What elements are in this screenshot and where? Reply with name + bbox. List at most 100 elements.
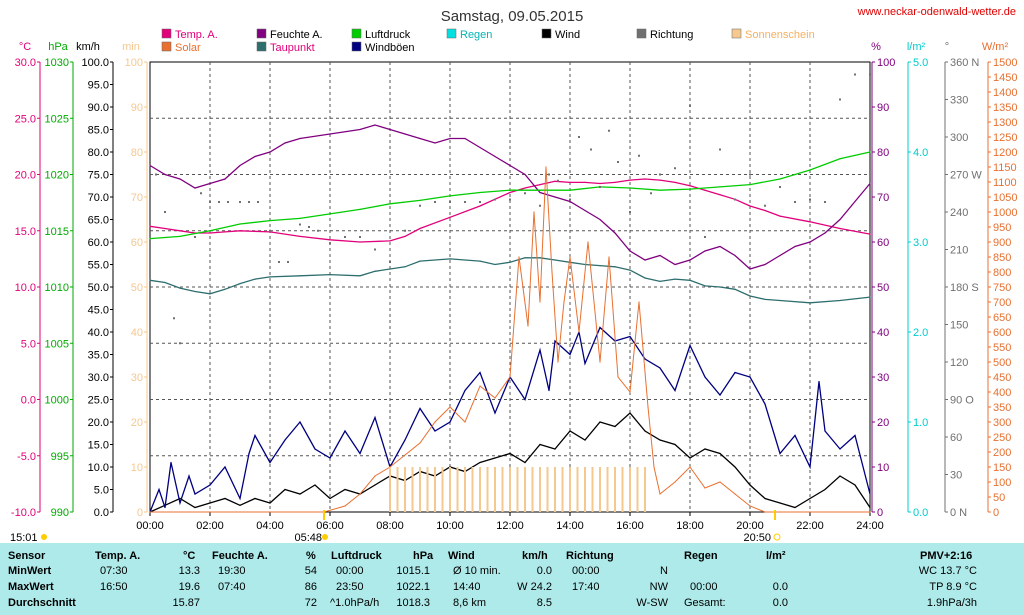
wind-tick-label: 70.0: [88, 192, 109, 204]
point-richtung: [650, 192, 652, 195]
point-feuchte-a-: [719, 245, 721, 248]
point-wind: [224, 497, 226, 500]
point-windb-en: [809, 466, 811, 468]
point-taupunkt: [659, 280, 661, 282]
humidity-tick-label: 20: [877, 417, 889, 429]
solar-tick-label: 750: [993, 282, 1011, 294]
pressure-tick-label: 990: [51, 507, 69, 519]
point-feuchte-a-: [644, 259, 646, 261]
direction-tick-label: 210: [950, 245, 968, 257]
point-wind: [254, 497, 256, 500]
point-luftdruck: [449, 195, 451, 197]
pressure-tick-label: 1010: [45, 282, 69, 294]
point-richtung: [590, 148, 592, 151]
point-wind: [569, 430, 571, 432]
point-feuchte-a-: [374, 124, 376, 126]
point-richtung: [248, 201, 250, 203]
point-wind: [344, 488, 346, 491]
point-feuchte-a-: [239, 164, 241, 167]
point-temp-a-: [569, 181, 571, 183]
point-temp-a-: [584, 181, 586, 183]
point-wind: [284, 488, 286, 491]
point-richtung: [674, 167, 676, 170]
point-luftdruck: [179, 235, 181, 237]
point-luftdruck: [569, 189, 571, 191]
point-solar: [629, 391, 631, 393]
header-sensor: Sensor: [8, 550, 46, 562]
point-richtung: [629, 211, 631, 213]
point-luftdruck: [209, 230, 211, 232]
point-richtung: [278, 261, 280, 263]
point-richtung: [218, 201, 220, 203]
time-tick-label: 18:00: [676, 520, 704, 532]
point-luftdruck: [389, 203, 391, 205]
point-richtung: [569, 198, 571, 201]
point-windb-en: [419, 407, 421, 410]
min-wind-time: Ø 10 min.: [453, 565, 501, 577]
point-richtung: [308, 226, 310, 228]
solar-tick-label: 350: [993, 402, 1011, 414]
wind-tick-label: 40.0: [88, 327, 109, 339]
max-rain-value: 0.0: [772, 581, 788, 593]
point-solar: [569, 256, 571, 258]
point-taupunkt: [449, 258, 451, 260]
axes: 30.025.020.015.010.05.00.0-5.0-10.0°C103…: [11, 41, 1018, 519]
point-temp-a-: [839, 227, 841, 230]
sun-tick-label: 30: [131, 372, 143, 384]
point-solar: [689, 466, 691, 468]
point-richtung: [659, 173, 661, 176]
wind-tick-label: 55.0: [88, 260, 109, 272]
point-feuchte-a-: [869, 182, 871, 185]
point-temp-a-: [539, 184, 541, 186]
website-link[interactable]: www.neckar-odenwald-wetter.de: [857, 6, 1016, 18]
avg-direction-value: W-SW: [636, 597, 668, 609]
point-richtung: [164, 211, 166, 213]
point-wind: [269, 502, 271, 504]
pmv-windchill: WC 13.7 °C: [918, 565, 977, 577]
min-temp-time: 07:30: [100, 565, 128, 577]
point-taupunkt: [164, 281, 166, 284]
point-feuchte-a-: [389, 128, 391, 131]
pmv-dewpoint: TP 8.9 °C: [929, 581, 977, 593]
point-temp-a-: [509, 191, 511, 194]
point-feuchte-a-: [449, 137, 451, 140]
wind-tick-label: 85.0: [88, 125, 109, 137]
chart-title: Samstag, 09.05.2015: [441, 8, 584, 25]
point-richtung: [578, 136, 580, 138]
point-windb-en: [659, 367, 661, 369]
point-solar: [563, 301, 565, 303]
solar-tick-label: 250: [993, 432, 1011, 444]
point-feuchte-a-: [494, 155, 496, 158]
point-richtung: [854, 73, 856, 76]
point-wind: [869, 506, 871, 509]
point-richtung: [548, 173, 550, 176]
max-pressure-time: 23:50: [336, 581, 364, 593]
point-feuchte-a-: [674, 263, 676, 266]
point-feuchte-a-: [854, 200, 856, 203]
point-windb-en: [779, 452, 781, 455]
point-feuchte-a-: [299, 137, 301, 140]
point-feuchte-a-: [794, 245, 796, 248]
wind-tick-label: 25.0: [88, 395, 109, 407]
point-richtung: [389, 261, 391, 263]
solar-tick-label: 50: [993, 492, 1005, 504]
temp-tick-label: 20.0: [15, 170, 36, 182]
daylength-label: 15:01: [10, 532, 38, 543]
point-richtung: [749, 173, 751, 176]
sunrise-label: 05:48: [294, 532, 322, 543]
point-temp-a-: [449, 216, 451, 218]
point-wind: [719, 452, 721, 455]
point-richtung: [419, 204, 421, 207]
solar-tick-label: 450: [993, 372, 1011, 384]
point-temp-a-: [764, 209, 766, 212]
point-feuchte-a-: [659, 254, 661, 257]
point-windb-en: [158, 488, 160, 491]
sun-tick-label: 10: [131, 462, 143, 474]
point-feuchte-a-: [569, 200, 571, 203]
time-tick-label: 24:00: [856, 520, 884, 532]
max-humidity-value: 86: [304, 581, 317, 593]
point-taupunkt: [239, 283, 241, 285]
point-richtung: [257, 201, 259, 203]
point-richtung: [869, 73, 871, 76]
point-wind: [794, 506, 796, 509]
